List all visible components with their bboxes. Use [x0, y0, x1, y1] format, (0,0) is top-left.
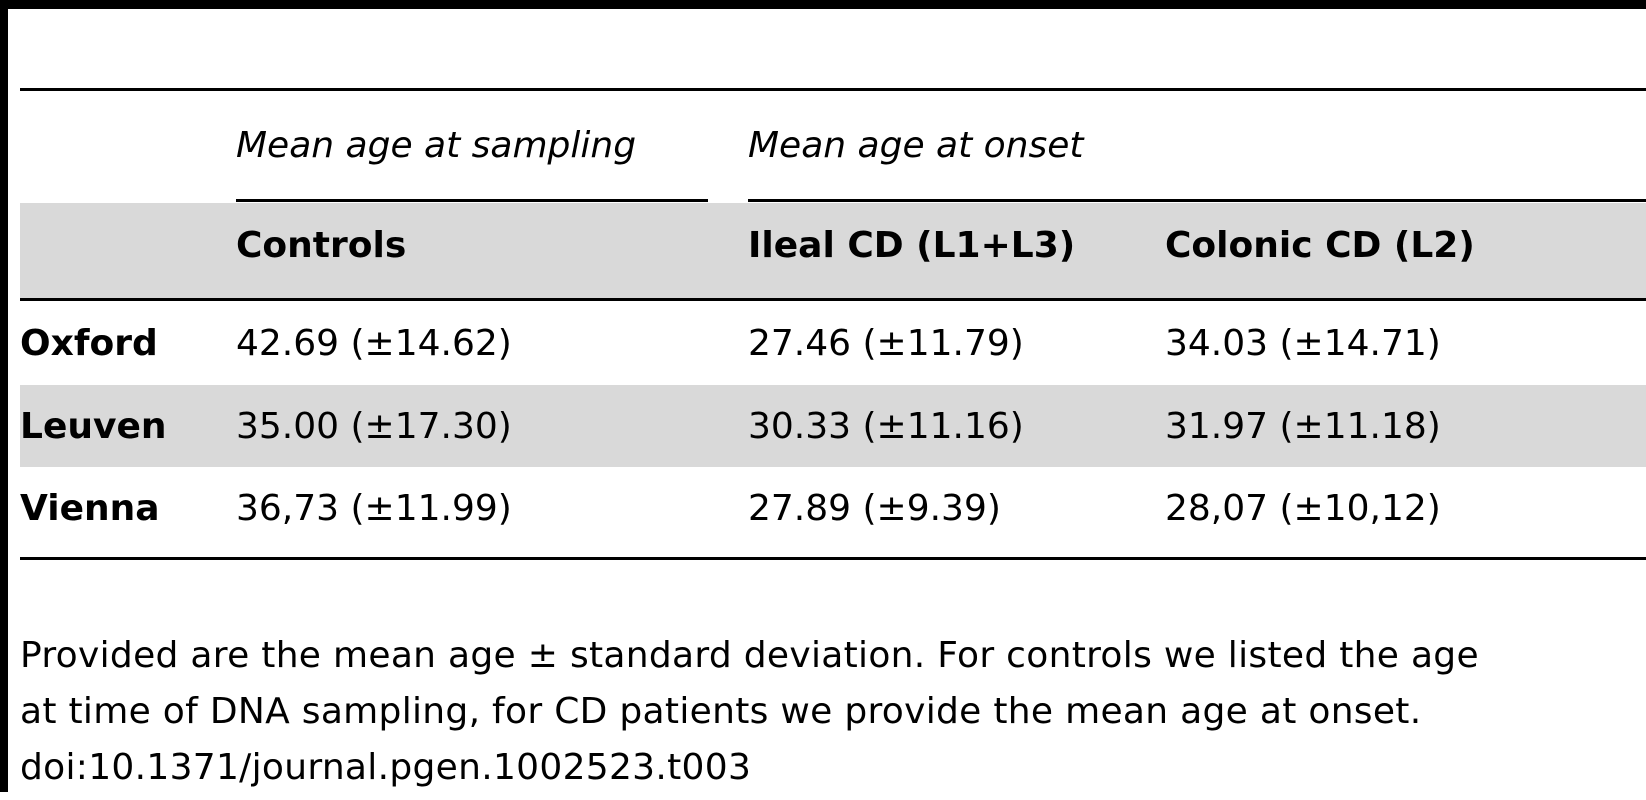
table-top-rule — [20, 88, 1646, 91]
footnote-line-1: Provided are the mean age ± standard dev… — [20, 635, 1479, 676]
cell-ileal: 27.46 (±11.79) — [748, 323, 1024, 364]
top-rule — [0, 0, 1646, 9]
row-label: Vienna — [20, 488, 160, 529]
cell-controls: 42.69 (±14.62) — [236, 323, 512, 364]
cell-controls: 35.00 (±17.30) — [236, 406, 512, 447]
column-header-colonic: Colonic CD (L2) — [1165, 225, 1475, 266]
row-shade — [20, 385, 1646, 467]
column-header-band — [20, 203, 1646, 299]
group-underline-onset — [748, 199, 1646, 202]
cell-colonic: 28,07 (±10,12) — [1165, 488, 1441, 529]
group-header-onset: Mean age at onset — [748, 125, 1084, 166]
header-rule — [20, 298, 1646, 301]
cell-colonic: 31.97 (±11.18) — [1165, 406, 1441, 447]
footnote-doi[interactable]: doi:10.1371/journal.pgen.1002523.t003 — [20, 747, 752, 788]
group-header-sampling: Mean age at sampling — [236, 125, 637, 166]
cell-ileal: 27.89 (±9.39) — [748, 488, 1001, 529]
cell-ileal: 30.33 (±11.16) — [748, 406, 1024, 447]
left-rule — [0, 0, 8, 792]
group-underline-sampling — [236, 199, 708, 202]
column-header-ileal: Ileal CD (L1+L3) — [748, 225, 1076, 266]
row-label: Oxford — [20, 323, 158, 364]
cell-colonic: 34.03 (±14.71) — [1165, 323, 1441, 364]
row-label: Leuven — [20, 406, 167, 447]
cell-controls: 36,73 (±11.99) — [236, 488, 512, 529]
table-bottom-rule — [20, 557, 1646, 560]
footnote-line-2: at time of DNA sampling, for CD patients… — [20, 691, 1422, 732]
table-footnote: Provided are the mean age ± standard dev… — [20, 628, 1646, 796]
column-header-controls: Controls — [236, 225, 407, 266]
